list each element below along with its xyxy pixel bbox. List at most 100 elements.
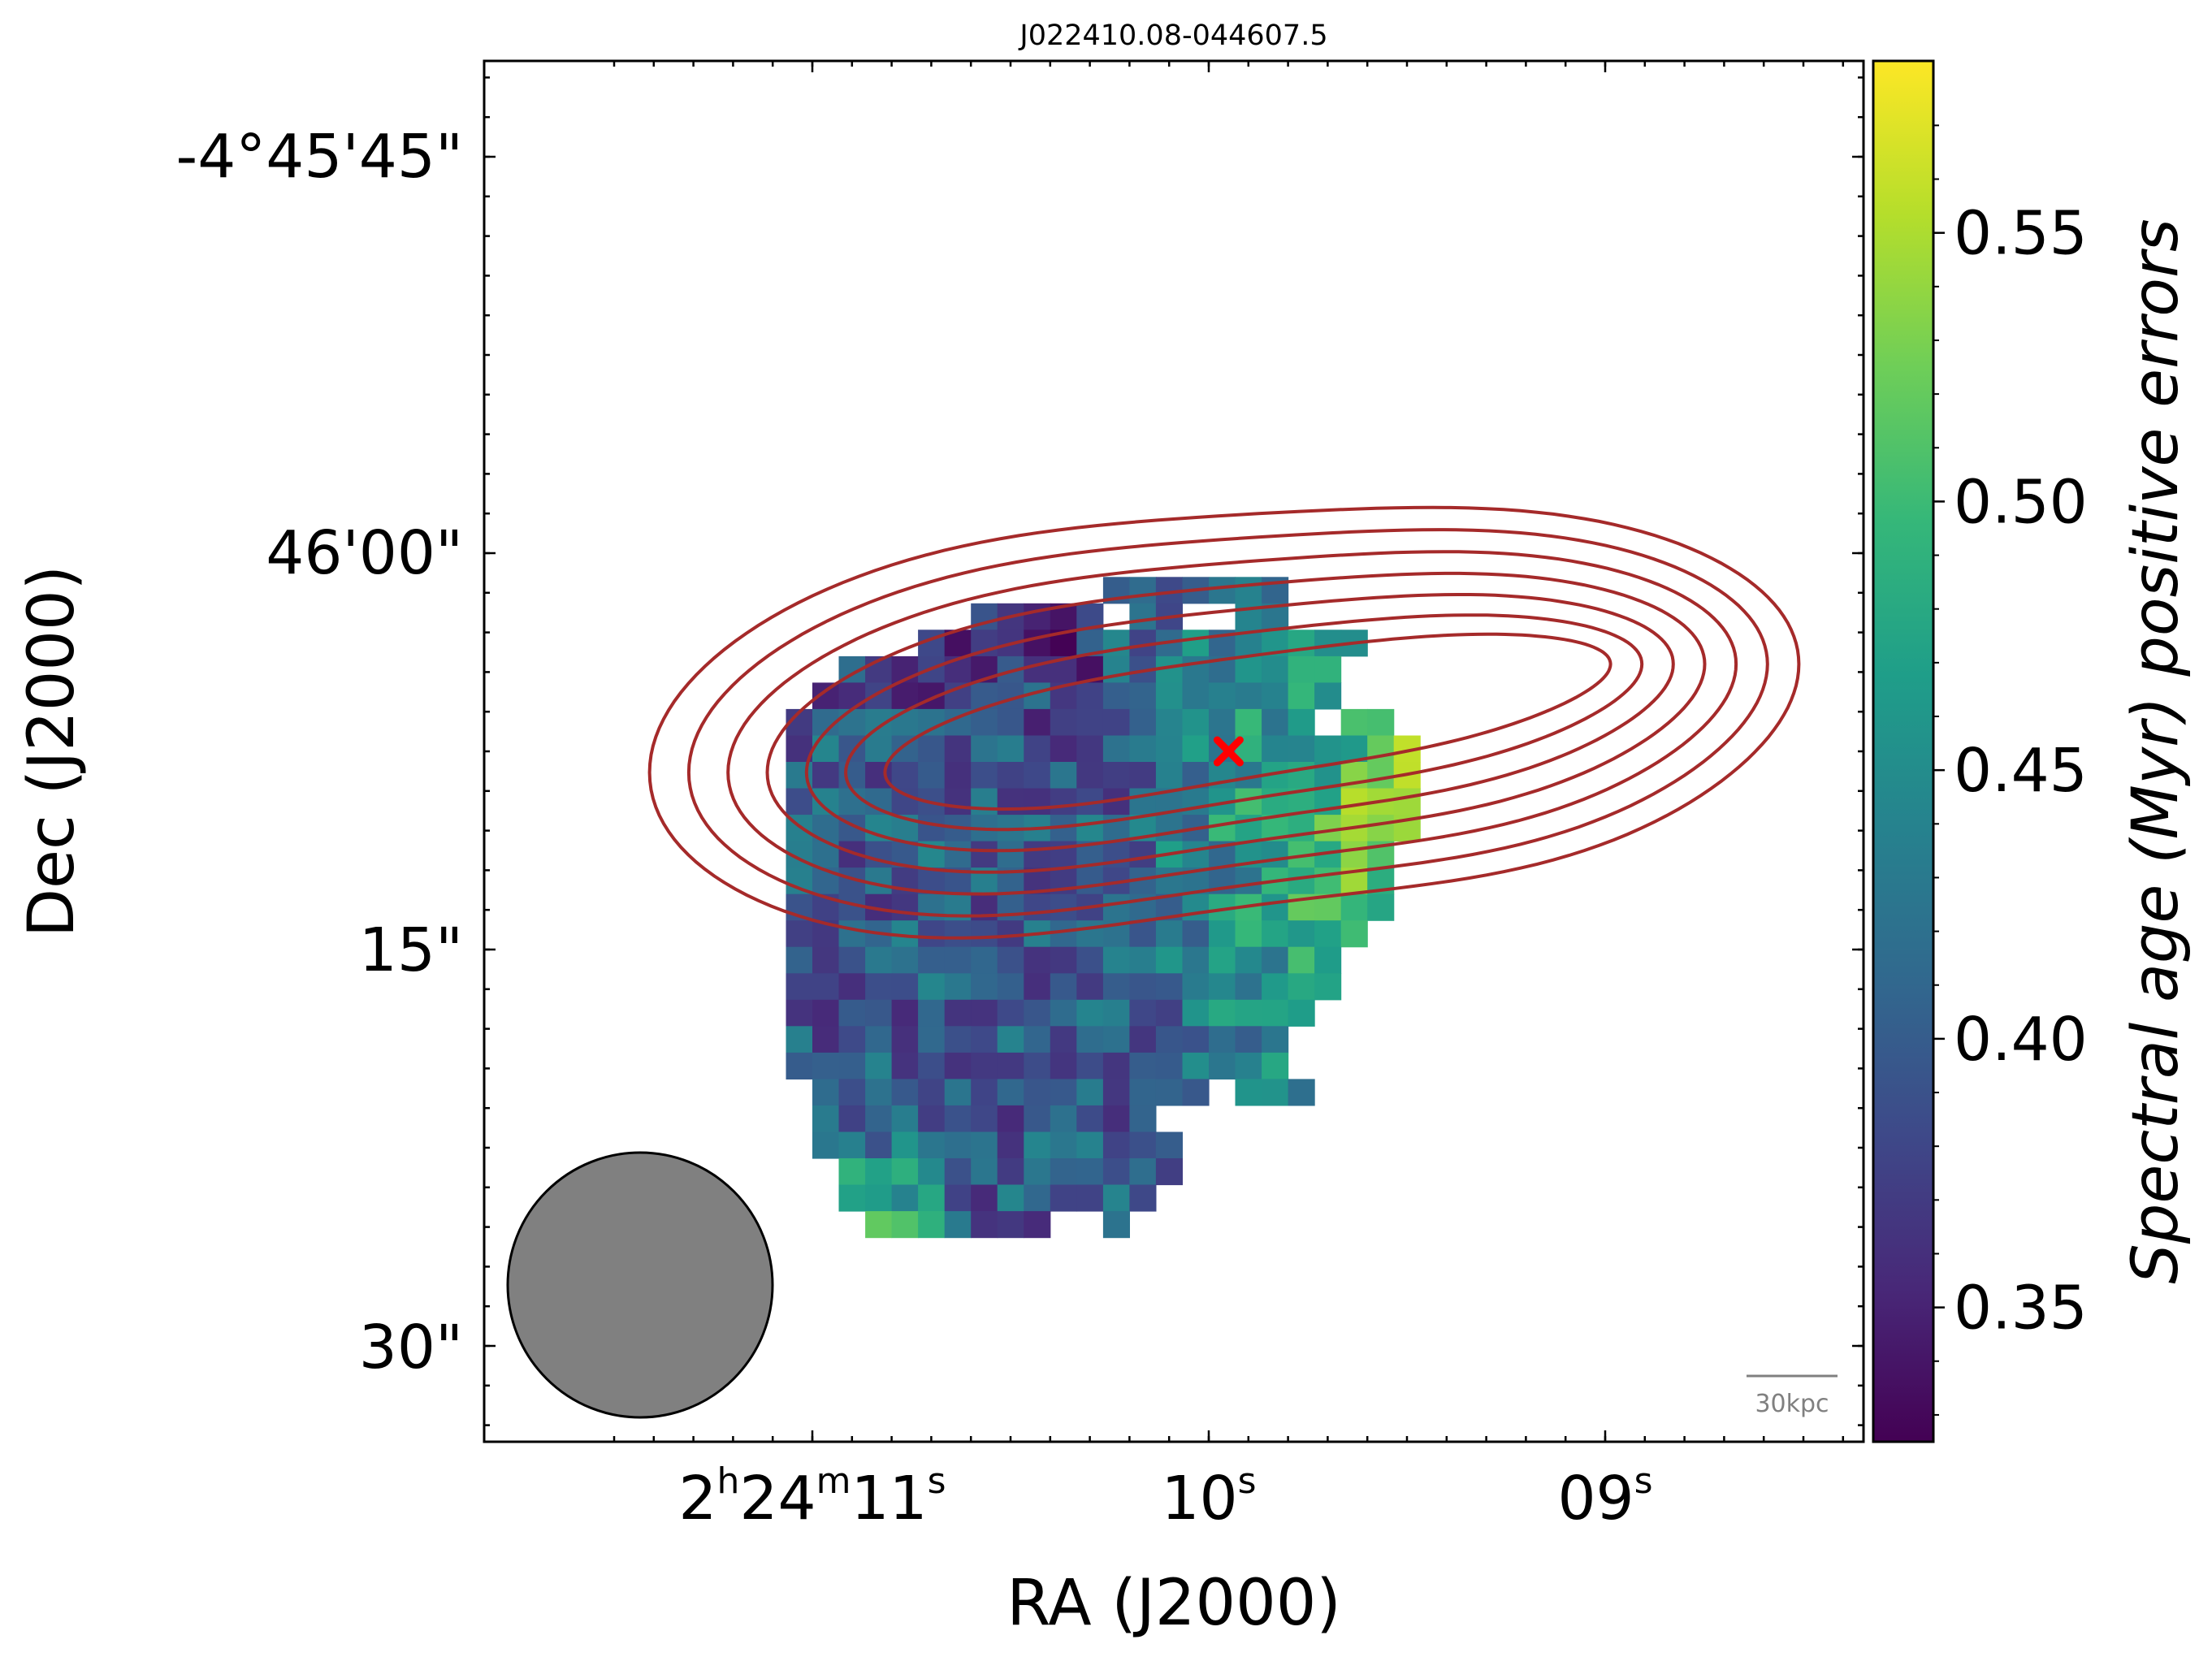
map-pixel [997,1131,1024,1159]
map-pixel [891,893,919,921]
map-pixel [1102,708,1130,736]
map-pixel [1182,682,1210,710]
map-pixel [944,1026,972,1053]
map-pixel [997,735,1024,763]
map-pixel [971,762,998,790]
map-pixel [865,1158,893,1186]
map-pixel [1076,1026,1104,1053]
map-pixel [944,1158,972,1186]
map-pixel [1129,762,1157,790]
map-pixel [865,973,893,1001]
map-pixel [891,1184,919,1212]
map-pixel [1024,973,1051,1001]
pixel-map [786,577,1421,1239]
map-pixel [997,1026,1024,1053]
map-pixel [1129,1105,1157,1132]
map-pixel [891,973,919,1001]
map-pixel [1024,1105,1051,1132]
map-pixel [1102,893,1130,921]
map-pixel [1288,999,1315,1027]
map-pixel [1155,999,1183,1027]
map-pixel [786,920,813,948]
map-pixel [1314,629,1342,657]
map-pixel [971,708,998,736]
map-pixel [1102,1158,1130,1186]
map-pixel [891,999,919,1027]
map-pixel [1024,629,1051,657]
map-pixel [1024,762,1051,790]
map-pixel [971,1052,998,1079]
plot-area: 30kpc [483,59,1865,1443]
map-pixel [944,946,972,974]
map-pixel [971,1184,998,1212]
map-pixel [971,946,998,974]
map-pixel [1288,946,1315,974]
map-pixel [1235,577,1262,604]
map-pixel [1024,1079,1051,1106]
map-pixel [1076,815,1104,842]
map-pixel [1024,1211,1051,1239]
map-pixel [865,1131,893,1159]
map-pixel [1155,973,1183,1001]
map-pixel [1367,893,1395,921]
map-pixel [1102,762,1130,790]
map-pixel [786,788,813,816]
map-pixel [918,920,946,948]
map-pixel [1129,946,1157,974]
map-pixel [1102,1026,1130,1053]
map-pixel [891,708,919,736]
map-pixel [1235,1079,1262,1106]
map-pixel [838,1158,866,1186]
map-pixel [1262,735,1289,763]
map-pixel [838,1026,866,1053]
map-pixel [971,1211,998,1239]
map-pixel [865,946,893,974]
map-pixel [1129,1158,1157,1186]
map-pixel [1102,1184,1130,1212]
x-tick-label: 09s [1557,1460,1652,1534]
map-pixel [838,1052,866,1079]
map-pixel [1235,946,1262,974]
y-tick-label: 46'00" [266,518,463,588]
chart-title: J022410.08-044607.5 [1018,19,1327,52]
map-pixel [1262,655,1289,683]
x-tick-labels: 2h24m11s 10s 09s [678,1460,1652,1534]
map-pixel [1209,708,1236,736]
map-pixel [1209,1026,1236,1053]
map-pixel [1340,708,1368,736]
contour-line [686,528,1769,918]
map-pixel [865,762,893,790]
map-pixel [1076,1079,1104,1106]
map-pixel [812,762,840,790]
map-pixel [918,1158,946,1186]
colorbar-tick-label: 0.55 [1954,199,2088,269]
map-pixel [918,1211,946,1239]
map-pixel [891,1079,919,1106]
map-pixel [971,735,998,763]
map-pixel [1262,946,1289,974]
map-pixel [1288,655,1315,683]
y-tick-label: -4°45'45" [176,122,464,192]
map-pixel [865,1184,893,1212]
map-pixel [786,946,813,974]
map-pixel [812,1052,840,1079]
map-pixel [891,1131,919,1159]
map-pixel [918,1026,946,1053]
map-pixel [1288,815,1315,842]
map-pixel [838,708,866,736]
map-pixel [1209,920,1236,948]
map-pixel [812,1131,840,1159]
map-pixel [971,1131,998,1159]
map-pixel [1050,1105,1077,1132]
map-pixel [1155,1079,1183,1106]
map-pixel [812,1079,840,1106]
colorbar-tick-label: 0.50 [1954,467,2088,537]
map-pixel [1129,920,1157,948]
colorbar-tick-label: 0.45 [1954,736,2088,806]
map-pixel [1235,1026,1262,1053]
map-pixel [1182,946,1210,974]
map-pixel [1076,1105,1104,1132]
map-pixel [1182,999,1210,1027]
map-pixel [1024,999,1051,1027]
map-pixel [1155,815,1183,842]
